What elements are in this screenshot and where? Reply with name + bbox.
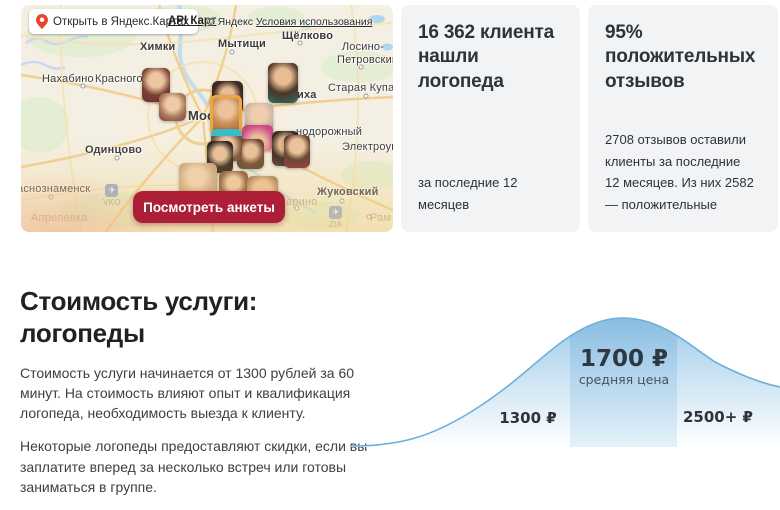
bell-curve-stroke <box>349 317 780 447</box>
average-price-label: 1700 ₽ <box>580 346 668 372</box>
therapist-avatar[interactable] <box>268 63 298 103</box>
map-attribution: © Яндекс Условия использования <box>207 16 372 28</box>
view-profiles-button[interactable]: Посмотреть анкеты <box>133 191 285 223</box>
yandex-map[interactable]: Химки Мытищи Щёлково Лосино- Петровский … <box>21 5 393 232</box>
map-label-schelkovo: Щёлково <box>282 30 334 42</box>
map-label-staraya-kupavna: Старая Купавна <box>328 82 393 94</box>
pricing-paragraph-1: Стоимость услуги начинается от 1300 рубл… <box>20 365 355 422</box>
map-label-zhukovsky: Жуковский <box>317 186 379 198</box>
map-label-mytishchi: Мытищи <box>218 38 266 50</box>
map-label-losino-petrovsky: Лосино- Петровский <box>337 41 393 66</box>
stat-card-clients: 16 362 клиента нашли логопеда за последн… <box>401 5 580 232</box>
map-label-arino: арино <box>286 196 318 208</box>
map-label-elektrougli: Электроугли <box>342 141 393 153</box>
pricing-paragraph-2: Некоторые логопеды предоставляют скидки,… <box>20 438 368 495</box>
map-label-krasnoznamensk: аснознаменск <box>21 183 91 195</box>
map-label-odintsovo: Одинцово <box>85 144 143 156</box>
therapist-avatar[interactable] <box>159 93 186 121</box>
map-label-balashikha: иха <box>297 89 317 101</box>
bell-curve-fill <box>350 318 780 447</box>
airplane-icon: ✈ <box>105 184 119 197</box>
airport-marker-zia: ✈ ZIA <box>329 206 343 229</box>
price-distribution-chart: 1300 ₽ 1700 ₽ средняя цена 2500+ ₽ <box>340 290 780 460</box>
airport-code: ZIA <box>329 220 343 229</box>
map-pin-icon <box>36 14 48 29</box>
map-label-ramenskoye: Рам <box>370 212 392 224</box>
average-price-band <box>570 318 677 447</box>
terms-of-use-link[interactable]: Условия использования <box>255 16 373 28</box>
map-label-himki: Химки <box>140 41 176 53</box>
stat-card-clients-title: 16 362 клиента нашли логопеда <box>418 22 554 92</box>
stat-card-reviews-note: 2708 отзывов оставили клиенты за последн… <box>605 131 754 213</box>
therapist-avatar[interactable] <box>284 135 310 168</box>
max-price-label: 2500+ ₽ <box>683 408 753 426</box>
pricing-title: Стоимость услуги: логопеды <box>20 286 258 348</box>
yandex-copyright: © Яндекс <box>207 16 253 28</box>
map-label-nahabino: Нахабино <box>42 73 94 85</box>
map-label-aprelevka: Апрелевка <box>31 212 88 224</box>
pricing-section: Стоимость услуги: логопеды Стоимость усл… <box>20 286 394 510</box>
airplane-icon: ✈ <box>329 206 343 219</box>
min-price-label: 1300 ₽ <box>499 409 556 427</box>
stat-card-reviews: 95% положительных отзывов 2708 отзывов о… <box>588 5 778 232</box>
stat-card-clients-note: за последние 12 месяцев <box>418 175 518 213</box>
airport-marker-vko: ✈ VKO <box>103 184 121 207</box>
airport-code: VKO <box>103 198 121 207</box>
average-price-caption: средняя цена <box>579 372 669 387</box>
stat-card-reviews-title: 95% положительных отзывов <box>605 22 756 92</box>
